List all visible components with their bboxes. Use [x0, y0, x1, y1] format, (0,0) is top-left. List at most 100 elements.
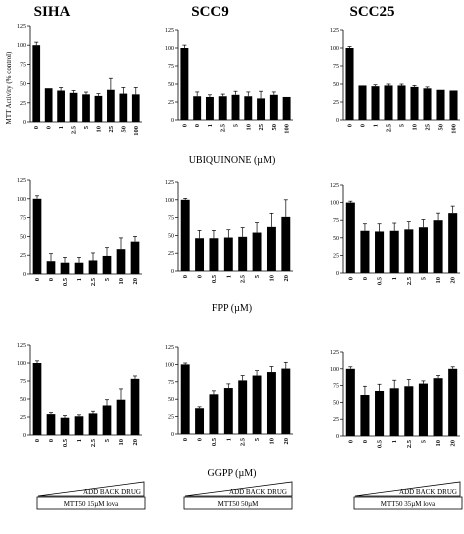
- bar: [282, 96, 291, 120]
- x-tick-label: 0: [48, 439, 55, 442]
- x-tick-label: 0: [362, 440, 369, 443]
- bar: [107, 89, 115, 122]
- bar: [88, 413, 98, 435]
- y-tick-label: 0: [23, 433, 26, 439]
- bar: [345, 48, 354, 120]
- x-tick-label: 1: [207, 124, 214, 127]
- bar: [266, 372, 276, 434]
- bar: [404, 229, 414, 273]
- y-tick-label: 75: [20, 379, 26, 385]
- y-tick-label: 100: [17, 43, 26, 49]
- bar: [102, 405, 112, 435]
- bar: [269, 94, 278, 120]
- bar: [46, 414, 56, 435]
- x-tick-label: 10: [118, 278, 125, 285]
- bar: [32, 45, 41, 123]
- x-tick-label: 10: [245, 124, 252, 131]
- add-back-label: ADD BACK DRUG: [83, 488, 141, 496]
- add-back-siha: ADD BACK DRUG MTT50 15µM lova: [36, 481, 146, 510]
- x-tick-label: 5: [420, 276, 427, 280]
- x-tick-label: 2.5: [386, 123, 393, 132]
- bar: [433, 220, 443, 273]
- bar: [410, 86, 419, 120]
- x-tick-label: 1: [373, 124, 380, 127]
- x-tick-label: 0: [34, 439, 41, 442]
- x-tick-label: 5: [399, 123, 406, 127]
- bar: [88, 260, 98, 274]
- bar: [223, 237, 233, 271]
- x-tick-label: 1: [225, 275, 232, 278]
- x-tick-label: 5: [420, 439, 427, 443]
- x-tick-label: 2.5: [71, 125, 78, 134]
- x-tick-label: 10: [268, 275, 275, 282]
- y-tick-label: 100: [165, 362, 174, 368]
- x-tick-label: 100: [133, 126, 140, 136]
- x-tick-label: 2.5: [240, 437, 247, 446]
- add-back-box-label: MTT50 50µM: [218, 500, 260, 508]
- x-tick-label: 0: [347, 124, 354, 127]
- y-tick-label: 100: [330, 46, 339, 52]
- chart-scc9-ggpp: 0 25 50 75 100 125 0 0 0.5 1 2.5 5 10 20: [165, 345, 293, 446]
- y-tick-label: 50: [20, 397, 26, 403]
- x-tick-label: 25: [108, 125, 115, 132]
- y-tick-label: 0: [171, 269, 174, 275]
- x-tick-label: 0: [181, 124, 188, 127]
- bar: [252, 232, 262, 271]
- bar: [102, 255, 112, 274]
- add-back-scc25: ADD BACK DRUG MTT50 35µM lova: [353, 481, 463, 510]
- bar: [375, 231, 385, 273]
- x-tick-label: 0.5: [377, 439, 384, 448]
- add-back-box-label: MTT50 15µM lova: [64, 500, 119, 508]
- x-tick-label: 20: [450, 440, 457, 447]
- bar: [44, 88, 53, 122]
- y-tick-label: 25: [168, 251, 174, 257]
- y-tick-label: 100: [17, 361, 26, 367]
- x-tick-label: 1: [76, 278, 83, 281]
- bar: [32, 198, 42, 274]
- bar: [345, 368, 355, 436]
- x-tick-label: 2.5: [406, 276, 413, 285]
- bar: [345, 202, 355, 273]
- bar: [82, 94, 90, 122]
- x-label-ubiquinone: UBIQUINONE (µM): [189, 155, 276, 166]
- bar: [389, 230, 399, 273]
- x-tick-label: 2.5: [220, 123, 227, 132]
- x-tick-label: 100: [284, 124, 291, 134]
- bar: [389, 388, 399, 436]
- y-tick-label: 100: [330, 201, 339, 207]
- add-back-box: [353, 496, 463, 510]
- y-tick-label: 75: [168, 216, 174, 222]
- bar: [94, 95, 103, 122]
- chart-scc25-fpp: 0 25 50 75 100 125 0 0 0.5 1 2.5 5 10 20: [330, 183, 460, 285]
- y-tick-label: 75: [20, 216, 26, 222]
- y-tick-label: 125: [165, 345, 174, 351]
- y-tick-label: 75: [168, 380, 174, 386]
- y-tick-label: 0: [336, 118, 339, 124]
- x-tick-label: 1: [58, 126, 65, 129]
- add-back-wedge: [354, 481, 461, 497]
- x-tick-label: 0: [33, 126, 40, 129]
- y-tick-label: 50: [168, 397, 174, 403]
- bar: [195, 238, 205, 271]
- x-tick-label: 0: [360, 124, 367, 127]
- y-tick-label: 125: [17, 343, 26, 349]
- bar: [180, 48, 189, 120]
- x-tick-label: 20: [283, 275, 290, 282]
- x-tick-label: 10: [118, 439, 125, 446]
- y-tick-label: 100: [165, 46, 174, 52]
- x-tick-label: 0: [197, 275, 204, 278]
- bar: [448, 368, 458, 436]
- x-tick-label: 5: [83, 125, 90, 129]
- bar: [281, 216, 291, 271]
- x-tick-label: 10: [412, 124, 419, 131]
- y-tick-label: 100: [330, 367, 339, 373]
- y-tick-label: 25: [168, 100, 174, 106]
- bar: [209, 394, 219, 434]
- bar: [404, 386, 414, 436]
- y-tick-label: 125: [165, 28, 174, 34]
- add-back-box-label: MTT50 35µM lova: [381, 500, 436, 508]
- bar: [418, 383, 428, 436]
- x-tick-label: 0: [48, 278, 55, 281]
- bar: [358, 85, 367, 120]
- x-label-fpp: FPP (µM): [212, 303, 252, 314]
